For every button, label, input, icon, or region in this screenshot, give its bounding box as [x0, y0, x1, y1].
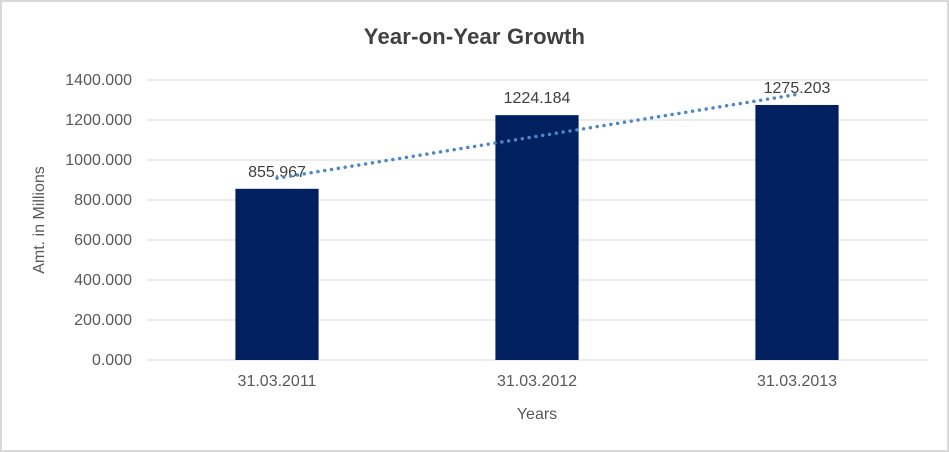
bar — [755, 104, 839, 360]
chart-title: Year-on-Year Growth — [363, 24, 586, 49]
trendline — [275, 92, 799, 180]
y-tick-label: 800.000 — [74, 192, 132, 209]
y-tick-label: 400.000 — [74, 272, 132, 289]
bar-value-label: 1275.203 — [764, 80, 831, 97]
x-tick-label: 31.03.2011 — [238, 373, 317, 390]
x-tick-label: 31.03.2013 — [757, 373, 837, 390]
y-tick-label: 1400.000 — [65, 72, 132, 89]
bar — [235, 188, 319, 360]
x-tick-label: 31.03.2012 — [497, 373, 577, 390]
y-tick-label: 1200.000 — [65, 112, 132, 129]
y-tick-label: 600.000 — [74, 232, 132, 249]
bar — [495, 115, 579, 360]
y-tick-label: 200.000 — [74, 312, 132, 329]
y-tick-label: 0.000 — [92, 352, 132, 369]
bar-value-label: 1224.184 — [504, 90, 571, 107]
y-tick-label: 1000.000 — [65, 152, 132, 169]
x-axis-title: Years — [516, 406, 558, 423]
